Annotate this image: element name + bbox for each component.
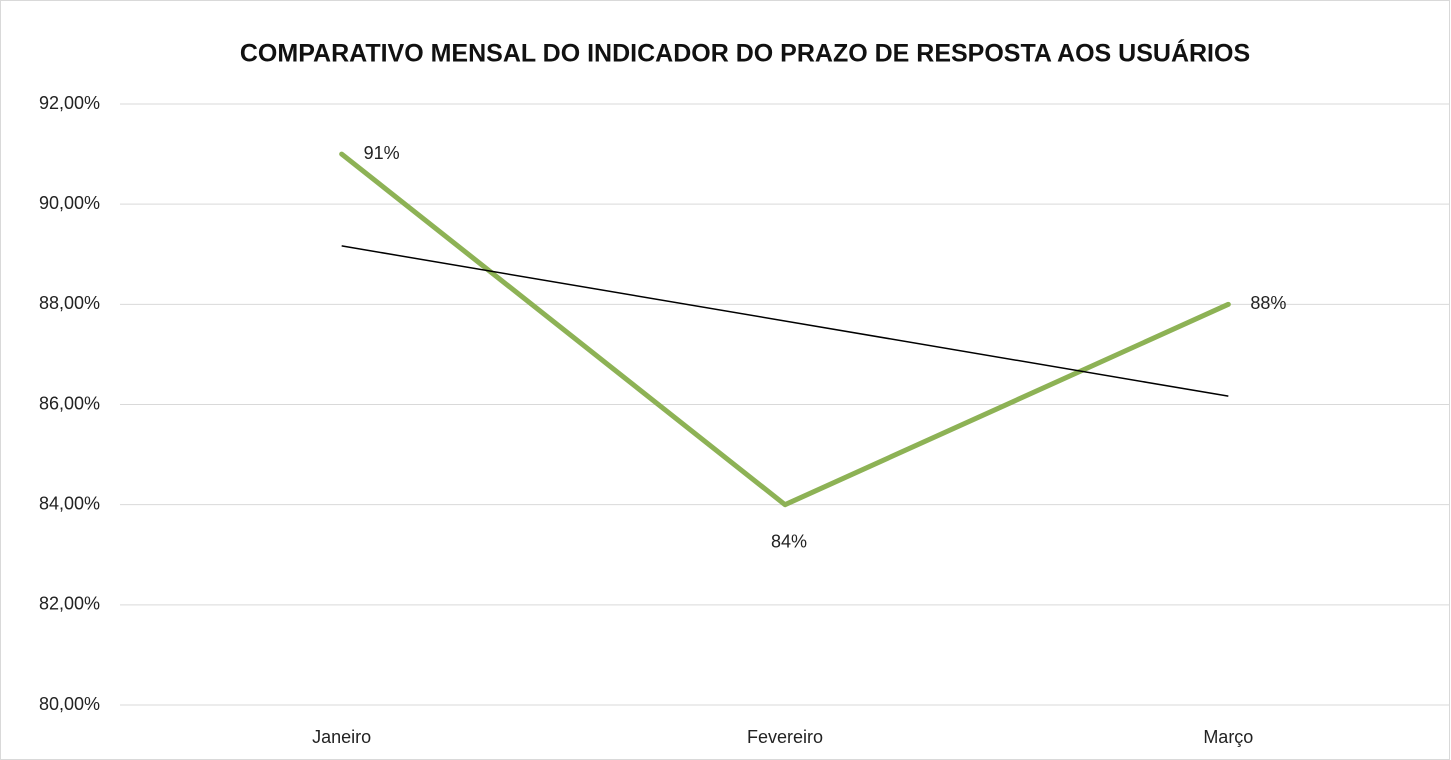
y-tick-label: 84,00%	[39, 493, 100, 513]
chart-title: COMPARATIVO MENSAL DO INDICADOR DO PRAZO…	[240, 39, 1250, 68]
trend-line	[341, 245, 1229, 397]
x-tick-label: Março	[1203, 727, 1253, 747]
data-label: 91%	[364, 143, 400, 163]
x-tick-label: Fevereiro	[747, 727, 823, 747]
y-tick-label: 86,00%	[39, 393, 100, 413]
y-tick-label: 90,00%	[39, 193, 100, 213]
data-label: 88%	[1250, 293, 1286, 313]
y-tick-label: 82,00%	[39, 594, 100, 614]
x-tick-label: Janeiro	[312, 727, 371, 747]
y-tick-label: 80,00%	[39, 694, 100, 714]
data-label: 84%	[771, 531, 807, 551]
y-tick-label: 88,00%	[39, 293, 100, 313]
y-tick-label: 92,00%	[39, 93, 100, 113]
